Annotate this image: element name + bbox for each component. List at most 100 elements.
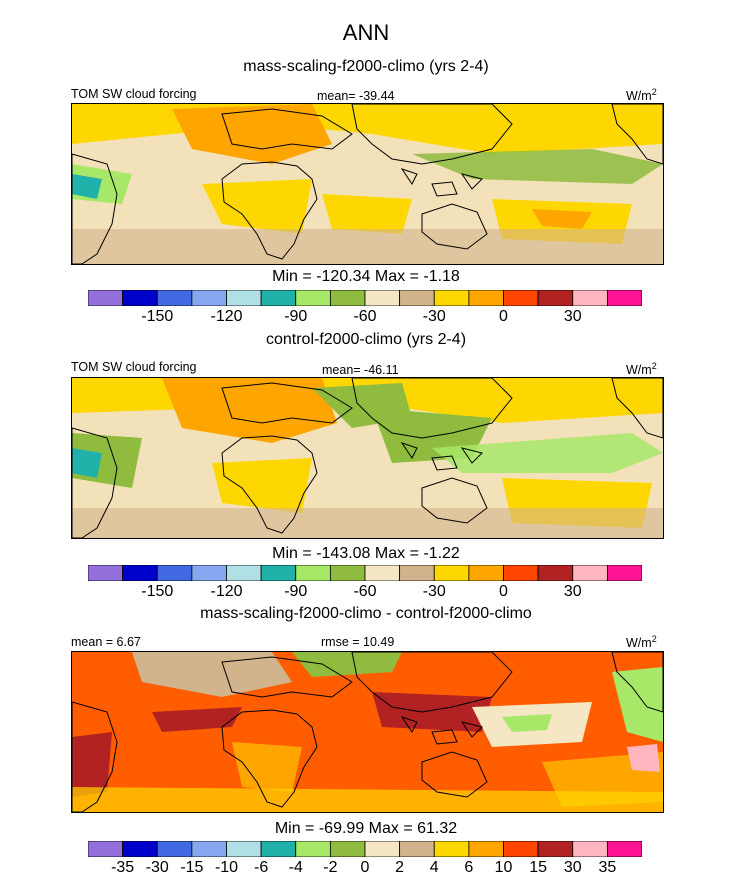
colorbar-tick-label: 0 — [499, 308, 508, 325]
coastline — [400, 168, 483, 197]
colorbar-tick-label: -150 — [141, 583, 174, 600]
colorbar-swatch — [572, 290, 608, 306]
colorbar-swatch — [468, 841, 504, 857]
colorbar-tick-label: -30 — [422, 583, 446, 600]
panel-1-colorbar — [88, 290, 642, 306]
coastline — [611, 378, 663, 439]
panel-1-mean-label: mean= -39.44 — [317, 89, 395, 103]
panel-3-units: W/m2 — [626, 634, 657, 651]
map-field-region — [72, 104, 663, 154]
colorbar-swatch — [156, 290, 193, 306]
map-field-region — [232, 742, 302, 792]
colorbar-swatch — [295, 565, 331, 581]
map-field-svg — [72, 378, 663, 538]
panel-2-title: control-f2000-climo (yrs 2-4) — [265, 331, 467, 348]
colorbar-swatch — [156, 565, 193, 581]
coastline — [421, 751, 488, 798]
coastline — [400, 716, 483, 745]
colorbar-tick-label: 10 — [494, 859, 513, 876]
colorbar-swatch — [606, 290, 642, 306]
colorbar-tick-label: -30 — [145, 859, 169, 876]
colorbar-swatch — [226, 290, 262, 306]
coastline — [421, 477, 488, 524]
map-field-region — [72, 787, 663, 812]
coastline — [421, 203, 488, 250]
colorbar-swatch — [329, 841, 366, 857]
coastline — [221, 382, 353, 424]
map-field-region — [432, 433, 663, 473]
colorbar-tick-label: -60 — [353, 308, 377, 325]
colorbar-swatch — [468, 565, 504, 581]
map-field-region — [212, 458, 312, 513]
colorbar-tick-label: 35 — [598, 859, 617, 876]
colorbar-swatch — [503, 290, 539, 306]
map-field-region — [152, 707, 242, 732]
colorbar-swatch — [572, 565, 608, 581]
panel-3-minmax: Min = -69.99 Max = 61.32 — [274, 820, 458, 837]
colorbar-swatch — [468, 290, 504, 306]
colorbar-swatch — [606, 841, 642, 857]
colorbar-tick-label: -10 — [214, 859, 239, 876]
coastline — [611, 652, 663, 713]
colorbar-tick-label: -150 — [141, 308, 174, 325]
panel-2-units: W/m2 — [626, 361, 657, 378]
panel-2-minmax: Min = -143.08 Max = -1.22 — [272, 545, 460, 562]
map-field-region — [412, 149, 663, 184]
map-field-region — [132, 652, 292, 697]
coastline — [221, 709, 318, 808]
panel-2-variable-label: TOM SW cloud forcing — [71, 360, 197, 374]
panel-1-title: mass-scaling-f2000-climo (yrs 2-4) — [243, 58, 489, 75]
colorbar-swatch — [226, 841, 262, 857]
colorbar-tick-label: -60 — [353, 583, 377, 600]
colorbar-swatch — [399, 290, 435, 306]
coastline — [72, 153, 118, 264]
colorbar-swatch — [88, 565, 124, 581]
colorbar-tick-label: -4 — [288, 859, 303, 876]
map-field-region — [72, 448, 102, 478]
colorbar-tick-label: 30 — [563, 859, 582, 876]
colorbar-swatch — [364, 841, 401, 857]
colorbar-tick-label: -120 — [210, 583, 243, 600]
map-field-region — [502, 714, 552, 732]
colorbar-tick-label: 15 — [529, 859, 548, 876]
colorbar-swatch — [329, 565, 366, 581]
map-field-region — [292, 652, 402, 677]
panel-2-mean-label: mean= -46.11 — [322, 363, 399, 377]
map-field-region — [72, 732, 112, 797]
coastline — [351, 104, 513, 165]
coastline — [221, 108, 353, 150]
colorbar-swatch — [399, 565, 435, 581]
colorbar-tick-label: -15 — [180, 859, 204, 876]
coastline — [221, 161, 318, 260]
colorbar-swatch — [537, 290, 574, 306]
map-field-svg — [72, 104, 663, 264]
coastline — [400, 442, 483, 471]
coastline — [351, 652, 513, 713]
colorbar-tick-label: 4 — [429, 859, 439, 876]
colorbar-swatch — [122, 565, 158, 581]
colorbar-tick-label: -2 — [323, 859, 338, 876]
colorbar-swatch — [537, 565, 574, 581]
colorbar-swatch — [295, 841, 331, 857]
colorbar-swatch — [122, 841, 158, 857]
map-field-region — [532, 209, 592, 229]
colorbar-swatch — [503, 841, 539, 857]
coastline — [72, 701, 118, 812]
colorbar-swatch — [191, 841, 227, 857]
colorbar-tick-label: -90 — [284, 583, 308, 600]
colorbar-swatch — [226, 565, 262, 581]
panel-2-map — [71, 377, 664, 539]
colorbar-tick-label: -30 — [422, 308, 446, 325]
panel-1-variable-label: TOM SW cloud forcing — [71, 87, 197, 101]
colorbar-svg — [88, 565, 642, 581]
colorbar-swatch — [399, 841, 435, 857]
colorbar-swatch — [329, 290, 366, 306]
map-field-region — [72, 508, 663, 538]
colorbar-swatch — [364, 290, 401, 306]
colorbar-swatch — [433, 290, 470, 306]
map-field-svg — [72, 652, 663, 812]
map-field-region — [202, 179, 312, 234]
colorbar-svg — [88, 841, 642, 857]
colorbar-tick-label: 0 — [499, 583, 508, 600]
colorbar-swatch — [503, 565, 539, 581]
